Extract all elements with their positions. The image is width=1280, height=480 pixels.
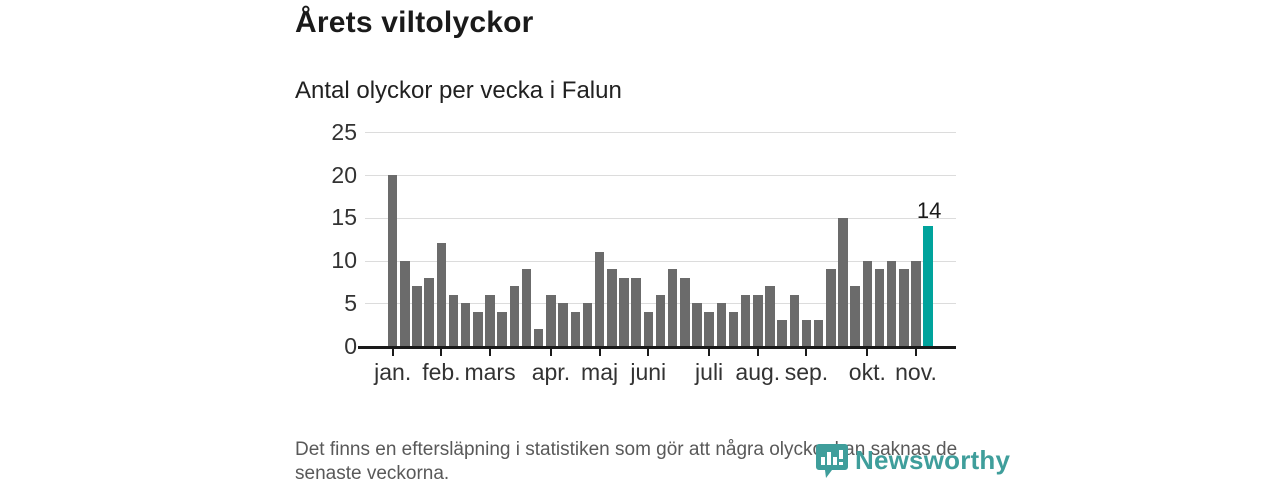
bar-week-5-value-12 xyxy=(436,243,447,346)
x-tick-sep xyxy=(805,348,808,356)
x-axis-label-aug: aug. xyxy=(735,359,781,385)
newsworthy-logo: Newsworthy xyxy=(814,442,1010,479)
bar-week-2-value-10 xyxy=(400,260,410,346)
bar-week-33-value-3 xyxy=(777,320,787,346)
bar-week-18-value-11 xyxy=(594,251,605,346)
x-tick-nov xyxy=(915,348,917,356)
bar-week-14-value-6 xyxy=(546,294,556,346)
x-axis-label-okt: okt. xyxy=(848,359,886,385)
bar-week-39-value-7 xyxy=(850,286,860,346)
gridline-15 xyxy=(365,217,956,219)
bar-week-15-value-5 xyxy=(558,303,568,346)
y-axis-label-0: 0 xyxy=(344,332,357,359)
bar-week-19-value-9 xyxy=(607,269,617,346)
bar-week-29-value-4 xyxy=(728,311,739,346)
bar-week-13-value-2 xyxy=(533,328,544,346)
bar-week-41-value-9 xyxy=(874,269,885,346)
x-axis-label-sep: sep. xyxy=(784,359,829,385)
bar-week-8-value-4 xyxy=(473,311,483,346)
newsworthy-pin-icon xyxy=(814,442,850,479)
bar-week-28-value-5 xyxy=(716,303,727,346)
bar-week-38-value-15 xyxy=(838,217,848,346)
bar-week-6-value-6 xyxy=(448,294,459,346)
chart-title: Årets viltolyckor xyxy=(295,6,534,39)
x-axis-label-nov: nov. xyxy=(895,359,937,385)
bar-week-31-value-6 xyxy=(753,294,763,346)
x-tick-juni xyxy=(647,348,650,356)
bar-week-45-value-14 xyxy=(923,226,933,346)
bar-week-22-value-4 xyxy=(643,311,654,346)
gridline-25 xyxy=(365,132,956,134)
chart-subtitle: Antal olyckor per vecka i Falun xyxy=(295,77,622,104)
bar-week-4-value-8 xyxy=(424,277,434,346)
bar-week-11-value-7 xyxy=(509,286,520,346)
newsworthy-wordmark: Newsworthy xyxy=(855,445,1011,475)
x-tick-apr xyxy=(549,348,552,356)
bar-week-35-value-3 xyxy=(801,320,812,346)
x-tick-mars xyxy=(489,348,492,356)
x-axis-label-maj: maj xyxy=(581,359,619,385)
bar-week-12-value-9 xyxy=(521,269,532,346)
bar-week-26-value-5 xyxy=(692,303,702,346)
y-axis-label-15: 15 xyxy=(331,204,357,231)
bar-week-30-value-6 xyxy=(740,294,751,346)
highlight-value-label: 14 xyxy=(916,198,942,224)
x-axis-label-mars: mars xyxy=(464,359,516,385)
bar-week-40-value-10 xyxy=(862,260,873,346)
bar-week-34-value-6 xyxy=(789,294,800,346)
bar-week-7-value-5 xyxy=(460,303,471,346)
bar-week-27-value-4 xyxy=(704,311,714,346)
bar-week-10-value-4 xyxy=(497,311,507,346)
x-axis-label-juni: juni xyxy=(630,359,667,385)
bar-week-3-value-7 xyxy=(412,286,422,346)
bar-week-25-value-8 xyxy=(680,277,690,346)
bar-week-44-value-10 xyxy=(911,260,921,346)
footer-note: Det finns en eftersläpning i statistiken… xyxy=(295,439,958,480)
bar-week-1-value-20 xyxy=(387,175,398,346)
bar-week-36-value-3 xyxy=(813,320,824,346)
x-tick-aug xyxy=(756,348,759,356)
bar-week-37-value-9 xyxy=(826,269,836,346)
bar-week-21-value-8 xyxy=(631,277,641,346)
x-axis-label-juli: juli xyxy=(695,359,724,385)
x-tick-jan xyxy=(391,348,394,356)
bar-week-42-value-10 xyxy=(886,260,897,346)
y-axis-label-25: 25 xyxy=(331,118,357,145)
bar-week-20-value-8 xyxy=(619,277,629,346)
y-axis-label-20: 20 xyxy=(331,161,357,188)
y-axis-label-10: 10 xyxy=(331,247,357,273)
x-axis-label-feb: feb. xyxy=(422,359,461,385)
bar-week-9-value-6 xyxy=(485,294,495,346)
bar-week-24-value-9 xyxy=(667,269,678,346)
gridline-10 xyxy=(365,260,956,262)
x-tick-okt xyxy=(866,348,869,356)
bar-week-32-value-7 xyxy=(765,286,775,346)
x-tick-maj xyxy=(598,348,601,356)
y-axis-label-5: 5 xyxy=(344,289,357,316)
bar-week-23-value-6 xyxy=(655,294,666,346)
bar-week-16-value-4 xyxy=(570,311,580,346)
gridline-20 xyxy=(365,175,956,176)
x-axis-label-jan: jan. xyxy=(374,359,412,385)
bar-week-43-value-9 xyxy=(899,269,909,346)
x-tick-juli xyxy=(708,348,711,356)
x-axis-line xyxy=(358,346,956,349)
bar-week-17-value-5 xyxy=(582,303,593,346)
x-axis-label-apr: apr. xyxy=(531,359,571,385)
x-tick-feb xyxy=(440,348,443,356)
